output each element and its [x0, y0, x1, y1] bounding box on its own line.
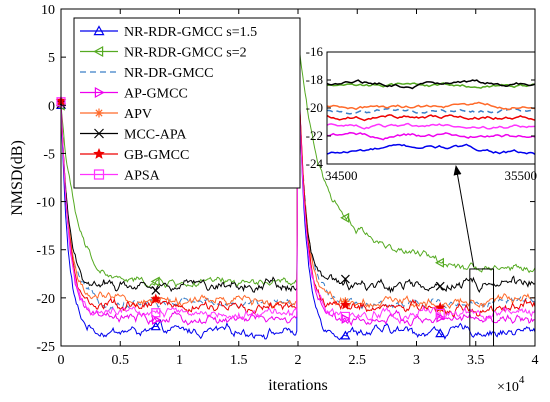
series-marker-1-2 — [150, 321, 161, 331]
inset-y-tick-label: -20 — [306, 100, 323, 115]
series-marker-8-4 — [435, 308, 445, 319]
series-marker-4-2 — [152, 314, 162, 325]
x-axis-label: iterations — [268, 377, 328, 394]
y-tick-label: -15 — [36, 244, 55, 259]
legend-marker-8 — [93, 169, 105, 180]
inset-series-line-7 — [327, 114, 535, 122]
legend-label-5: APV — [124, 107, 152, 122]
legend-marker-6 — [94, 128, 104, 139]
series-marker-8-2 — [151, 308, 161, 318]
x-tick-label: 0.5 — [112, 353, 130, 368]
inset-axis-ticks: -24 -22 -20 -18 -16 34500 35500 — [306, 44, 537, 183]
inset-y-tick-label: -24 — [306, 156, 324, 171]
zoom-arrow — [453, 165, 475, 268]
inset-series-line-3 — [327, 107, 535, 115]
legend-marker-4 — [94, 86, 105, 99]
y-tick-label: -25 — [36, 340, 55, 355]
y-tick-label: -5 — [43, 147, 55, 162]
legend-label-2: NR-RDR-GMCC s=2 — [124, 46, 247, 61]
legend-marker-1 — [93, 25, 105, 36]
x-tick-label: 2.5 — [349, 353, 367, 368]
x-tick-label: 1 — [176, 353, 183, 368]
series-marker-2-3 — [340, 212, 350, 223]
legend-label-3: NR-DR-GMCC — [124, 66, 213, 81]
x-tick-label: 0 — [58, 353, 65, 368]
inset-series-line-4 — [327, 131, 535, 141]
x-tick-label: 2 — [295, 353, 302, 368]
inset-x-tick-label: 34500 — [325, 168, 358, 183]
legend-label-7: GB-GMCC — [124, 148, 189, 163]
inset-series-line-5 — [327, 101, 535, 111]
series-marker-1-4 — [435, 328, 446, 338]
x-tick-label: 4 — [532, 353, 539, 368]
x-axis-multiplier: ×104 — [497, 374, 525, 395]
inset-series-line-1 — [327, 143, 535, 155]
legend: NR-RDR-GMCC s=1.5 NR-RDR-GMCC s=2 NR-DR-GM… — [73, 17, 301, 189]
series-marker-7-2 — [150, 293, 162, 304]
y-axis-label: NMSD(dB) — [9, 140, 26, 216]
inset-series-line-8 — [327, 122, 535, 130]
y-tick-label: 10 — [41, 3, 55, 18]
legend-label-6: MCC-APA — [124, 128, 187, 143]
series-marker-7-3 — [340, 299, 351, 310]
y-tick-label: -20 — [36, 292, 55, 307]
inset-x-tick-label: 35500 — [505, 168, 538, 183]
y-tick-label: 5 — [48, 51, 55, 66]
x-axis-multiplier-exponent: 4 — [519, 374, 525, 386]
series-marker-6-4 — [435, 281, 445, 291]
legend-label-1: NR-RDR-GMCC s=1.5 — [124, 25, 257, 40]
legend-marker-7 — [93, 147, 105, 159]
inset-y-tick-label: -18 — [306, 72, 323, 87]
y-tick-label: 0 — [48, 99, 55, 114]
inset-y-tick-label: -16 — [306, 44, 324, 59]
legend-label-4: AP-GMCC — [124, 87, 188, 102]
y-tick-label: -10 — [36, 196, 55, 211]
main-axis-ticks: 0 0.5 1 1.5 2 2.5 3 3.5 4 -25 -20 -15 -10 -5 0 5 10 — [36, 3, 538, 368]
series-marker-2-2 — [150, 276, 160, 287]
zoom-region-box — [469, 268, 495, 347]
series-marker-2-4 — [434, 257, 444, 268]
inset-zoom-plot: -24 -22 -20 -18 -16 34500 35500 — [306, 44, 537, 183]
legend-box — [73, 17, 301, 189]
series-marker-6-2 — [151, 285, 161, 295]
legend-label-8: APSA — [124, 169, 161, 184]
inset-series-line-6 — [327, 79, 535, 90]
x-tick-label: 3 — [413, 353, 420, 368]
x-axis-multiplier-base: ×10 — [497, 380, 519, 395]
inset-lines — [327, 79, 535, 155]
legend-marker-2 — [93, 45, 104, 58]
legend-marker-5 — [94, 108, 104, 118]
series-marker-6-3 — [340, 274, 350, 284]
x-tick-label: 1.5 — [230, 353, 248, 368]
inset-y-tick-label: -22 — [306, 128, 323, 143]
series-marker-8-3 — [340, 311, 350, 322]
x-tick-label: 3.5 — [467, 353, 485, 368]
series-marker-1-3 — [340, 330, 351, 340]
